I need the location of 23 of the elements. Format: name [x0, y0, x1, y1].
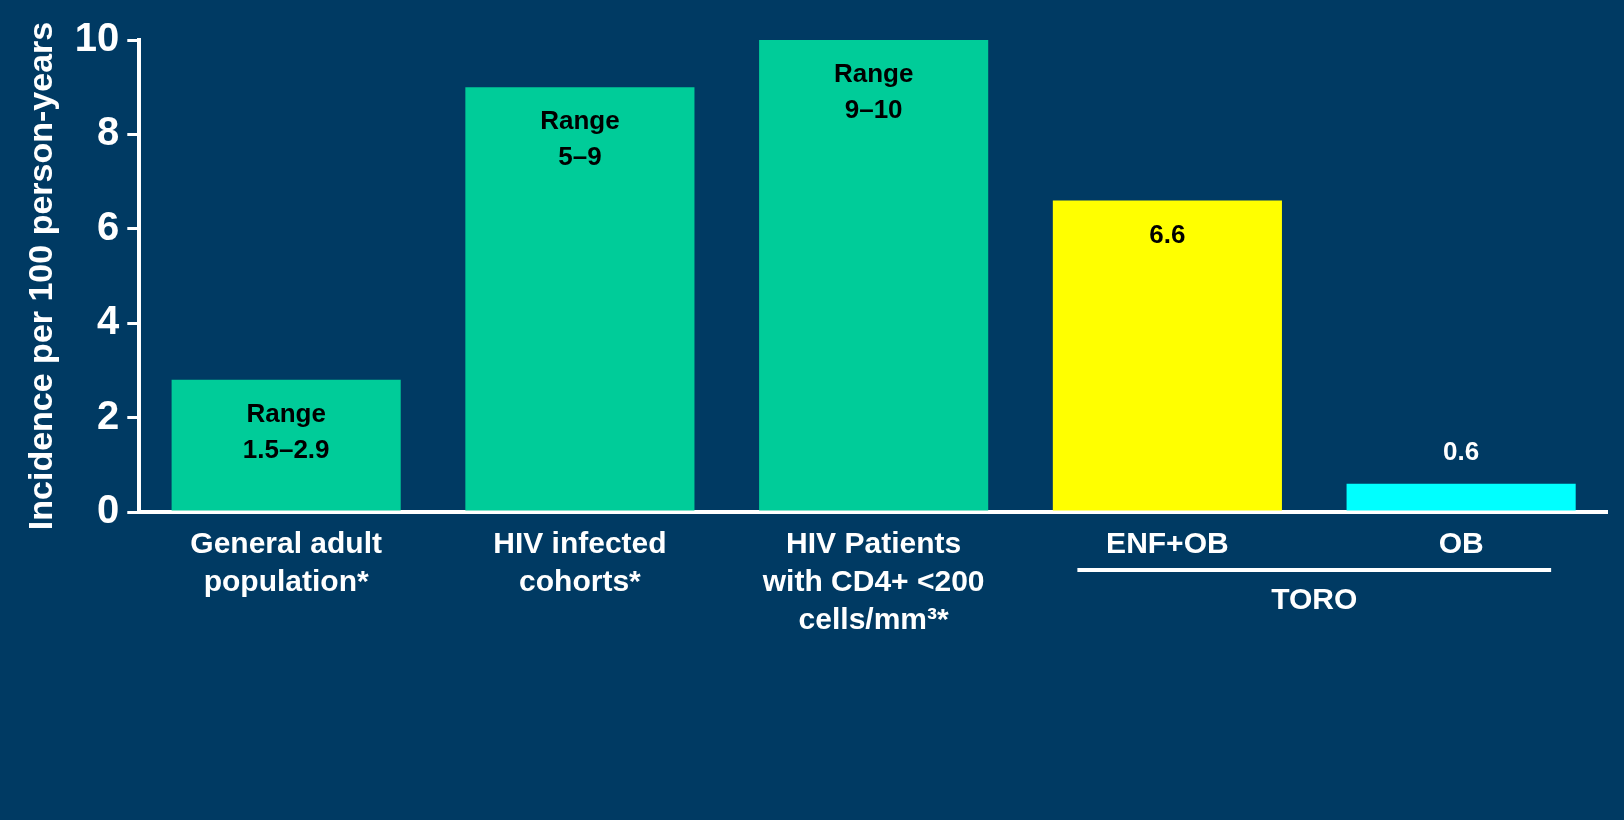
y-tick-label: 4 [97, 298, 121, 343]
data-label: Range 1.5–2.9 [242, 398, 330, 465]
bar [1346, 483, 1576, 511]
x-tick-label: HIV infected cohorts* [493, 526, 667, 598]
text: TORO [1271, 582, 1358, 616]
y-axis-title: Incidence per 100 person-years [20, 21, 59, 531]
y-tick-label: 8 [97, 109, 120, 154]
bar [465, 87, 695, 511]
y-tick-label: 2 [97, 392, 120, 437]
bar [171, 379, 401, 511]
y-tick-label: 0 [97, 487, 120, 532]
data-label: Range 9–10 [833, 58, 914, 125]
y-tick-label: 6 [97, 203, 120, 248]
data-label: Range 5–9 [540, 105, 620, 172]
x-tick-label: HIV Patients with CD4+ <200 cells/mm³* [761, 526, 985, 636]
x-tick-label: ENF+OB [1106, 526, 1229, 560]
x-tick-label: General adult population* [190, 526, 383, 598]
x-tick-label: OB [1438, 526, 1484, 560]
data-label: 6.6 [1149, 218, 1186, 249]
data-label: 0.6 [1443, 435, 1480, 466]
bar [1052, 200, 1282, 511]
bar [759, 40, 989, 511]
y-tick-label: 10 [74, 15, 120, 60]
